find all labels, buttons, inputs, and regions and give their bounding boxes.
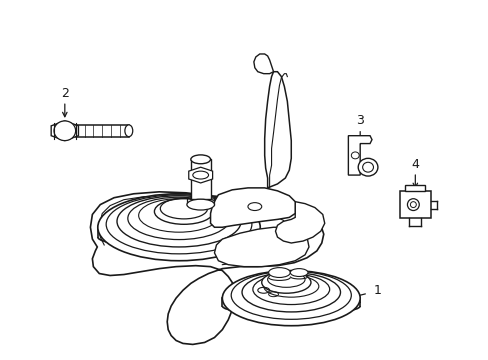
Ellipse shape <box>98 194 260 261</box>
Polygon shape <box>264 72 291 188</box>
Polygon shape <box>214 227 308 267</box>
Polygon shape <box>275 202 324 243</box>
Ellipse shape <box>124 125 132 137</box>
Ellipse shape <box>190 155 210 164</box>
Polygon shape <box>399 191 430 219</box>
Ellipse shape <box>222 271 360 326</box>
Polygon shape <box>188 167 212 183</box>
Ellipse shape <box>186 199 214 210</box>
Polygon shape <box>347 136 371 175</box>
Polygon shape <box>90 192 323 345</box>
Text: 4: 4 <box>410 158 418 171</box>
Ellipse shape <box>358 158 377 176</box>
Ellipse shape <box>261 271 310 293</box>
Text: 1: 1 <box>373 284 381 297</box>
Ellipse shape <box>407 199 418 211</box>
Polygon shape <box>210 188 295 227</box>
Ellipse shape <box>290 269 307 276</box>
Ellipse shape <box>154 199 213 224</box>
Polygon shape <box>190 159 210 199</box>
Polygon shape <box>51 121 78 141</box>
Polygon shape <box>253 54 273 74</box>
Polygon shape <box>405 185 424 191</box>
Ellipse shape <box>54 121 76 141</box>
Text: 3: 3 <box>356 114 364 127</box>
Text: 2: 2 <box>61 87 69 100</box>
Ellipse shape <box>268 267 290 278</box>
